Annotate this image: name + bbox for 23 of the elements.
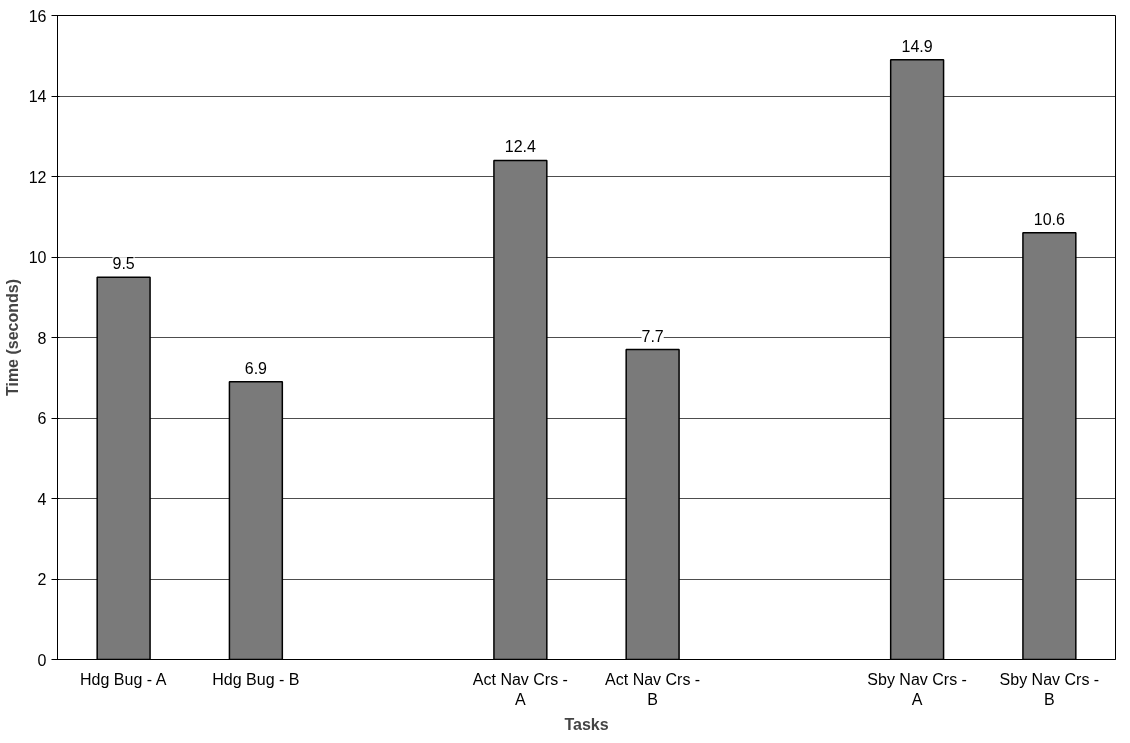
y-tick-label: 8 [37,329,47,347]
y-tick-label: 12 [28,168,47,186]
x-tick-label: Sby Nav Crs - B [999,670,1100,708]
x-tick-label: Hdg Bug - A [80,670,167,688]
data-label: 9.5 [112,255,135,273]
y-tick-label: 4 [37,490,47,508]
y-tick-label: 16 [28,7,47,25]
y-tick-label: 14 [28,88,47,105]
data-label: 12.4 [504,138,537,156]
y-tick-label: 0 [37,651,47,669]
y-tick-label: 2 [37,571,47,588]
data-label: 14.9 [901,37,933,55]
x-tick-label: Hdg Bug - B [212,670,300,688]
x-tick-label: Act Nav Crs - B [605,670,701,708]
y-axis-title: Time (seconds) [3,278,21,397]
x-tick-label: Act Nav Crs - A [472,670,568,708]
y-tick-label: 6 [37,410,47,427]
data-label: 7.7 [641,327,664,345]
x-axis-title: Tasks [564,715,609,733]
y-tick-label: 10 [28,249,47,266]
x-tick-label: Sby Nav Crs - A [867,670,967,708]
data-label: 10.6 [1033,210,1066,228]
data-label: 6.9 [244,359,268,377]
